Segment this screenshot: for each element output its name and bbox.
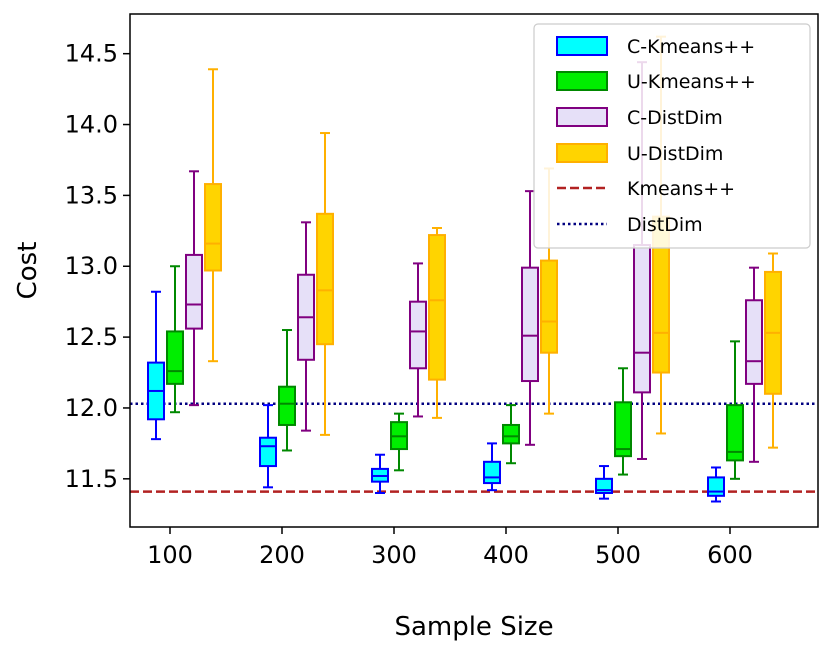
box-iqr <box>204 183 222 272</box>
x-axis-label: Sample Size <box>394 612 553 642</box>
x-axis: 100 200 300 400 500 600 <box>147 527 753 569</box>
box-iqr <box>278 385 296 426</box>
x-tick-label: 500 <box>595 541 641 569</box>
y-tick-label: 14.5 <box>65 40 118 68</box>
box-c-kmeanspppp-200 <box>259 404 277 489</box>
legend-label: U-Kmeans++ <box>627 71 756 93</box>
box-iqr <box>185 253 203 330</box>
box-iqr <box>316 212 334 346</box>
x-tick-label: 400 <box>483 541 529 569</box>
box-u-kmeanspppp-300 <box>390 412 408 472</box>
box-c-distdim-300 <box>409 262 427 418</box>
box-iqr <box>428 234 446 381</box>
legend-label: Kmeans++ <box>627 178 735 200</box>
box-c-distdim-400 <box>521 190 539 446</box>
y-tick-label: 14.0 <box>65 111 118 139</box>
box-iqr <box>483 460 501 485</box>
x-tick-label: 600 <box>707 541 753 569</box>
y-tick-label: 13.5 <box>65 181 118 209</box>
legend: C-Kmeans++ U-Kmeans++ C-DistDim U-DistDim Km… <box>533 23 811 249</box>
box-u-kmeanspppp-600 <box>726 340 744 480</box>
legend-label: U-DistDim <box>627 143 723 165</box>
box-iqr <box>745 299 763 385</box>
legend-swatch <box>556 107 608 127</box>
legend-swatch <box>556 71 608 91</box>
legend-label: DistDim <box>627 214 703 236</box>
box-c-kmeanspppp-600 <box>707 466 725 503</box>
box-u-distdim-200 <box>316 132 334 436</box>
box-c-kmeanspppp-300 <box>371 453 389 494</box>
y-tick-label: 11.5 <box>65 465 118 493</box>
legend-label: C-Kmeans++ <box>627 36 755 58</box>
y-axis-label: Cost <box>13 242 43 300</box>
box-u-kmeanspppp-400 <box>502 404 520 465</box>
box-iqr <box>540 259 558 354</box>
box-iqr <box>409 300 427 370</box>
reference-lines <box>130 402 818 493</box>
legend-swatch <box>556 143 608 163</box>
x-tick-label: 200 <box>259 541 305 569</box>
box-iqr <box>521 266 539 383</box>
legend-label: C-DistDim <box>627 107 723 129</box>
plot-frame <box>129 13 819 528</box>
legend-swatch <box>556 36 608 56</box>
box-iqr <box>707 476 725 497</box>
box-u-distdim-100 <box>204 68 222 363</box>
y-tick-label: 12.0 <box>65 394 118 422</box>
box-iqr <box>502 423 520 445</box>
box-c-kmeanspppp-100 <box>147 290 165 441</box>
box-c-kmeanspppp-500 <box>595 465 613 500</box>
y-tick-label: 13.0 <box>65 252 118 280</box>
box-c-distdim-100 <box>185 170 203 407</box>
box-c-distdim-200 <box>297 221 315 432</box>
x-tick-label: 100 <box>147 541 193 569</box>
y-axis: 11.5 12.0 12.5 13.0 13.5 14.0 14.5 <box>65 40 130 493</box>
y-tick-label: 12.5 <box>65 323 118 351</box>
box-c-kmeanspppp-400 <box>483 442 501 492</box>
x-tick-label: 300 <box>371 541 417 569</box>
box-iqr <box>726 404 744 462</box>
box-u-kmeanspppp-500 <box>614 367 632 476</box>
box-iqr <box>633 243 651 394</box>
box-u-kmeanspppp-100 <box>166 265 184 414</box>
box-iqr <box>259 436 277 468</box>
box-iqr <box>166 330 184 385</box>
box-u-kmeanspppp-200 <box>278 329 296 452</box>
box-u-distdim-300 <box>428 226 446 419</box>
box-u-distdim-600 <box>764 252 782 449</box>
box-iqr <box>614 401 632 458</box>
box-c-distdim-600 <box>745 266 763 463</box>
